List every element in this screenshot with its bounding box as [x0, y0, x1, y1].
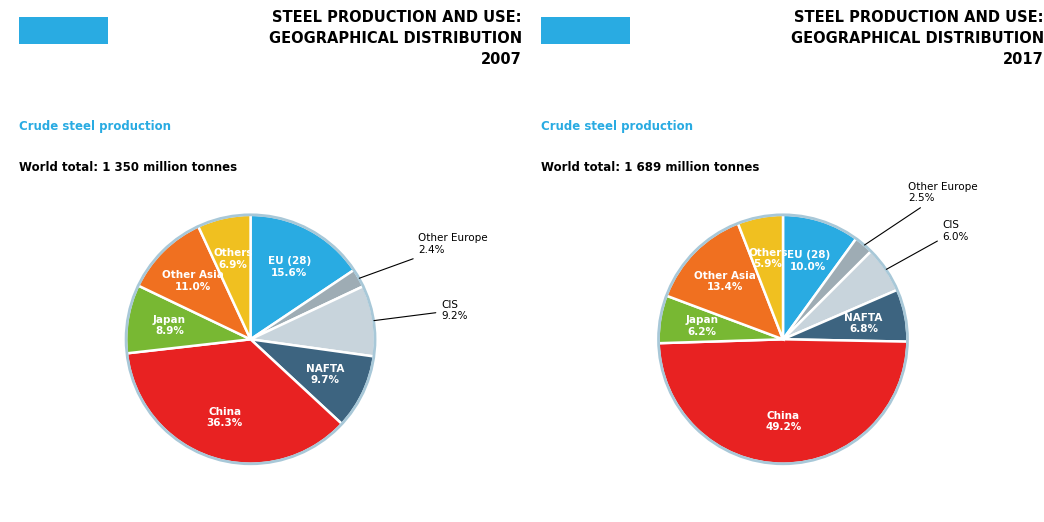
Wedge shape: [783, 239, 871, 339]
Text: Others
6.9%: Others 6.9%: [213, 248, 253, 270]
Text: CIS
9.2%: CIS 9.2%: [374, 300, 468, 321]
Text: EU (28)
15.6%: EU (28) 15.6%: [267, 256, 311, 278]
Wedge shape: [251, 339, 374, 424]
Wedge shape: [783, 251, 897, 339]
Text: Japan
6.2%: Japan 6.2%: [686, 315, 718, 337]
Text: Other Asia
13.4%: Other Asia 13.4%: [693, 271, 756, 292]
Text: Other Europe
2.4%: Other Europe 2.4%: [359, 233, 489, 278]
Text: Others
5.9%: Others 5.9%: [749, 248, 787, 269]
Wedge shape: [251, 215, 354, 339]
Wedge shape: [783, 215, 856, 339]
Wedge shape: [138, 227, 251, 339]
Text: Crude steel production: Crude steel production: [19, 120, 171, 133]
Wedge shape: [251, 270, 363, 339]
Text: EU (28)
10.0%: EU (28) 10.0%: [787, 251, 830, 272]
Wedge shape: [198, 215, 251, 339]
Wedge shape: [666, 223, 783, 339]
Wedge shape: [251, 286, 375, 357]
Wedge shape: [126, 286, 251, 353]
Text: Crude steel production: Crude steel production: [541, 120, 693, 133]
Text: NAFTA
6.8%: NAFTA 6.8%: [845, 313, 883, 334]
Text: Other Asia
11.0%: Other Asia 11.0%: [162, 270, 223, 292]
Text: Other Europe
2.5%: Other Europe 2.5%: [864, 182, 978, 245]
Text: NAFTA
9.7%: NAFTA 9.7%: [306, 364, 343, 385]
Text: China
36.3%: China 36.3%: [207, 407, 243, 428]
Text: CIS
6.0%: CIS 6.0%: [886, 220, 969, 269]
Wedge shape: [127, 339, 341, 464]
Wedge shape: [738, 215, 783, 339]
Text: STEEL PRODUCTION AND USE:
GEOGRAPHICAL DISTRIBUTION
2007: STEEL PRODUCTION AND USE: GEOGRAPHICAL D…: [269, 10, 522, 67]
Text: China
49.2%: China 49.2%: [765, 411, 802, 432]
Text: World total: 1 350 million tonnes: World total: 1 350 million tonnes: [19, 161, 237, 174]
Text: World total: 1 689 million tonnes: World total: 1 689 million tonnes: [541, 161, 759, 174]
Text: Japan
8.9%: Japan 8.9%: [153, 315, 186, 337]
Wedge shape: [659, 339, 907, 464]
Wedge shape: [783, 290, 907, 341]
Wedge shape: [659, 295, 783, 343]
Text: STEEL PRODUCTION AND USE:
GEOGRAPHICAL DISTRIBUTION
2017: STEEL PRODUCTION AND USE: GEOGRAPHICAL D…: [791, 10, 1044, 67]
